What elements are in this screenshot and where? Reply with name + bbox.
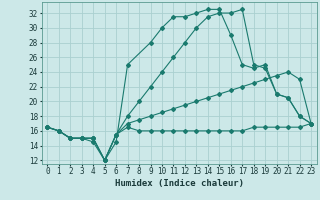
X-axis label: Humidex (Indice chaleur): Humidex (Indice chaleur) — [115, 179, 244, 188]
